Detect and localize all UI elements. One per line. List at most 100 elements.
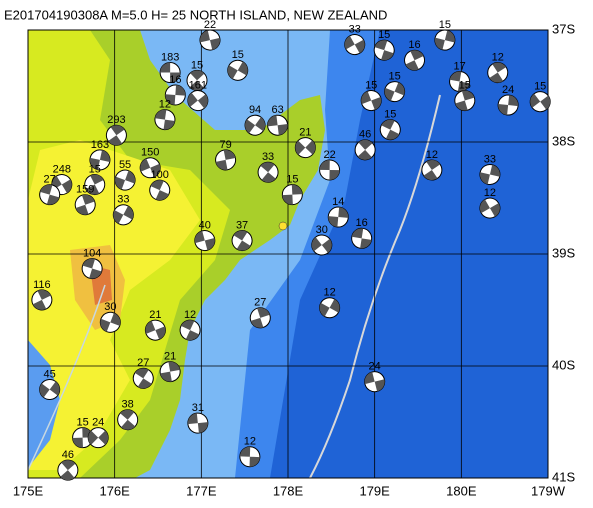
ball-quadrant xyxy=(113,205,134,224)
depth-label: 24 xyxy=(369,361,381,373)
focal-mechanism xyxy=(87,427,109,449)
ball-quadrant xyxy=(250,307,270,328)
ball-quadrant xyxy=(361,91,382,110)
focal-mechanism xyxy=(194,230,216,252)
depth-label: 15 xyxy=(89,163,101,175)
depth-label: 55 xyxy=(119,159,131,171)
ball-quadrant xyxy=(351,228,372,249)
ball-quadrant xyxy=(227,61,248,79)
focal-mechanism xyxy=(112,204,134,226)
ball-quadrant xyxy=(155,109,175,130)
x-tick-label: 180E xyxy=(446,483,477,498)
ball-quadrant xyxy=(32,289,51,310)
ball-quadrant xyxy=(489,62,507,83)
focal-mechanism xyxy=(373,39,395,61)
focal-mechanism xyxy=(132,367,154,389)
focal-mechanism xyxy=(351,227,373,249)
depth-label: 30 xyxy=(104,301,116,313)
depth-label: 161 xyxy=(189,79,207,91)
depth-label: 22 xyxy=(204,19,216,31)
focal-mechanism xyxy=(267,114,289,136)
depth-label: 33 xyxy=(262,151,274,163)
depth-label: 40 xyxy=(199,219,211,231)
depth-label: 16 xyxy=(169,74,181,86)
depth-label: 16 xyxy=(356,217,368,229)
depth-label: 100 xyxy=(151,169,169,181)
depth-label: 15 xyxy=(76,417,88,429)
depth-label: 183 xyxy=(161,51,179,63)
focal-mechanism xyxy=(139,157,161,179)
depth-label: 21 xyxy=(299,127,311,139)
focal-mechanism xyxy=(227,59,249,81)
focal-mechanism xyxy=(199,29,221,51)
ball-quadrant xyxy=(187,413,208,434)
depth-label: 12 xyxy=(426,149,438,161)
y-tick-label: 41S xyxy=(552,469,575,484)
focal-mechanism xyxy=(179,319,201,341)
ball-quadrant xyxy=(311,237,332,253)
fault-line xyxy=(28,284,106,471)
focal-mechanism xyxy=(186,69,208,91)
ball-quadrant xyxy=(200,30,220,50)
ball-quadrant xyxy=(328,207,349,228)
depth-label: 12 xyxy=(492,51,504,63)
x-tick-label: 179E xyxy=(359,483,390,498)
depth-label: 21 xyxy=(164,351,176,363)
depth-label: 27 xyxy=(254,297,266,309)
focal-mechanism xyxy=(497,94,519,116)
ball-quadrant xyxy=(384,82,405,101)
depth-label: 63 xyxy=(271,104,283,116)
x-tick-label: 179W xyxy=(531,483,566,498)
depth-label: 159 xyxy=(76,184,94,196)
ball-quadrant xyxy=(88,430,109,445)
map-title: E201704190308A M=5.0 H= 25 NORTH ISLAND,… xyxy=(4,7,387,22)
depth-label: 15 xyxy=(384,109,396,121)
ball-quadrant xyxy=(181,320,200,341)
focal-mechanism xyxy=(454,90,476,112)
focal-mechanism xyxy=(84,174,106,196)
focal-mechanism xyxy=(239,446,261,468)
focal-mechanism xyxy=(39,184,61,206)
depth-label: 116 xyxy=(33,279,51,291)
ball-quadrant xyxy=(60,460,76,481)
west-sea xyxy=(28,340,60,468)
depth-label: 293 xyxy=(107,114,125,126)
focal-mechanism xyxy=(311,234,333,256)
depth-label: 15 xyxy=(365,79,377,91)
ball-quadrant xyxy=(455,90,475,111)
focal-mechanism xyxy=(529,91,551,113)
depth-label: 94 xyxy=(249,104,261,116)
ball-quadrant xyxy=(85,174,104,195)
focal-mechanism xyxy=(105,124,127,146)
ball-quadrant xyxy=(434,30,455,50)
focal-mechanism xyxy=(319,159,341,181)
depth-label: 31 xyxy=(192,402,204,414)
ball-quadrant xyxy=(72,427,93,448)
focal-mechanism xyxy=(187,412,209,434)
focal-mechanism xyxy=(164,84,186,106)
ball-quadrant xyxy=(89,150,110,170)
depth-label: 163 xyxy=(91,139,109,151)
focal-mechanism xyxy=(487,62,509,84)
depth-label: 24 xyxy=(92,417,104,429)
focal-mechanism xyxy=(117,409,139,431)
ball-quadrant xyxy=(405,50,424,71)
ball-quadrant xyxy=(51,175,72,194)
ball-quadrant xyxy=(189,70,205,91)
focal-mechanism xyxy=(421,159,443,181)
focal-mechanism xyxy=(319,297,341,319)
y-tick-label: 40S xyxy=(552,357,575,372)
y-tick-label: 39S xyxy=(552,245,575,260)
ball-quadrant xyxy=(364,371,385,392)
ball-quadrant xyxy=(239,446,260,467)
ball-quadrant xyxy=(245,117,266,134)
depth-label: 15 xyxy=(232,49,244,61)
focal-mechanism xyxy=(31,289,53,311)
x-tick-label: 176E xyxy=(99,483,130,498)
ball-quadrant xyxy=(160,62,181,83)
depth-label: 30 xyxy=(316,224,328,236)
focal-mechanism xyxy=(327,206,349,228)
depth-label: 15 xyxy=(286,174,298,186)
focal-mechanism xyxy=(74,194,96,216)
